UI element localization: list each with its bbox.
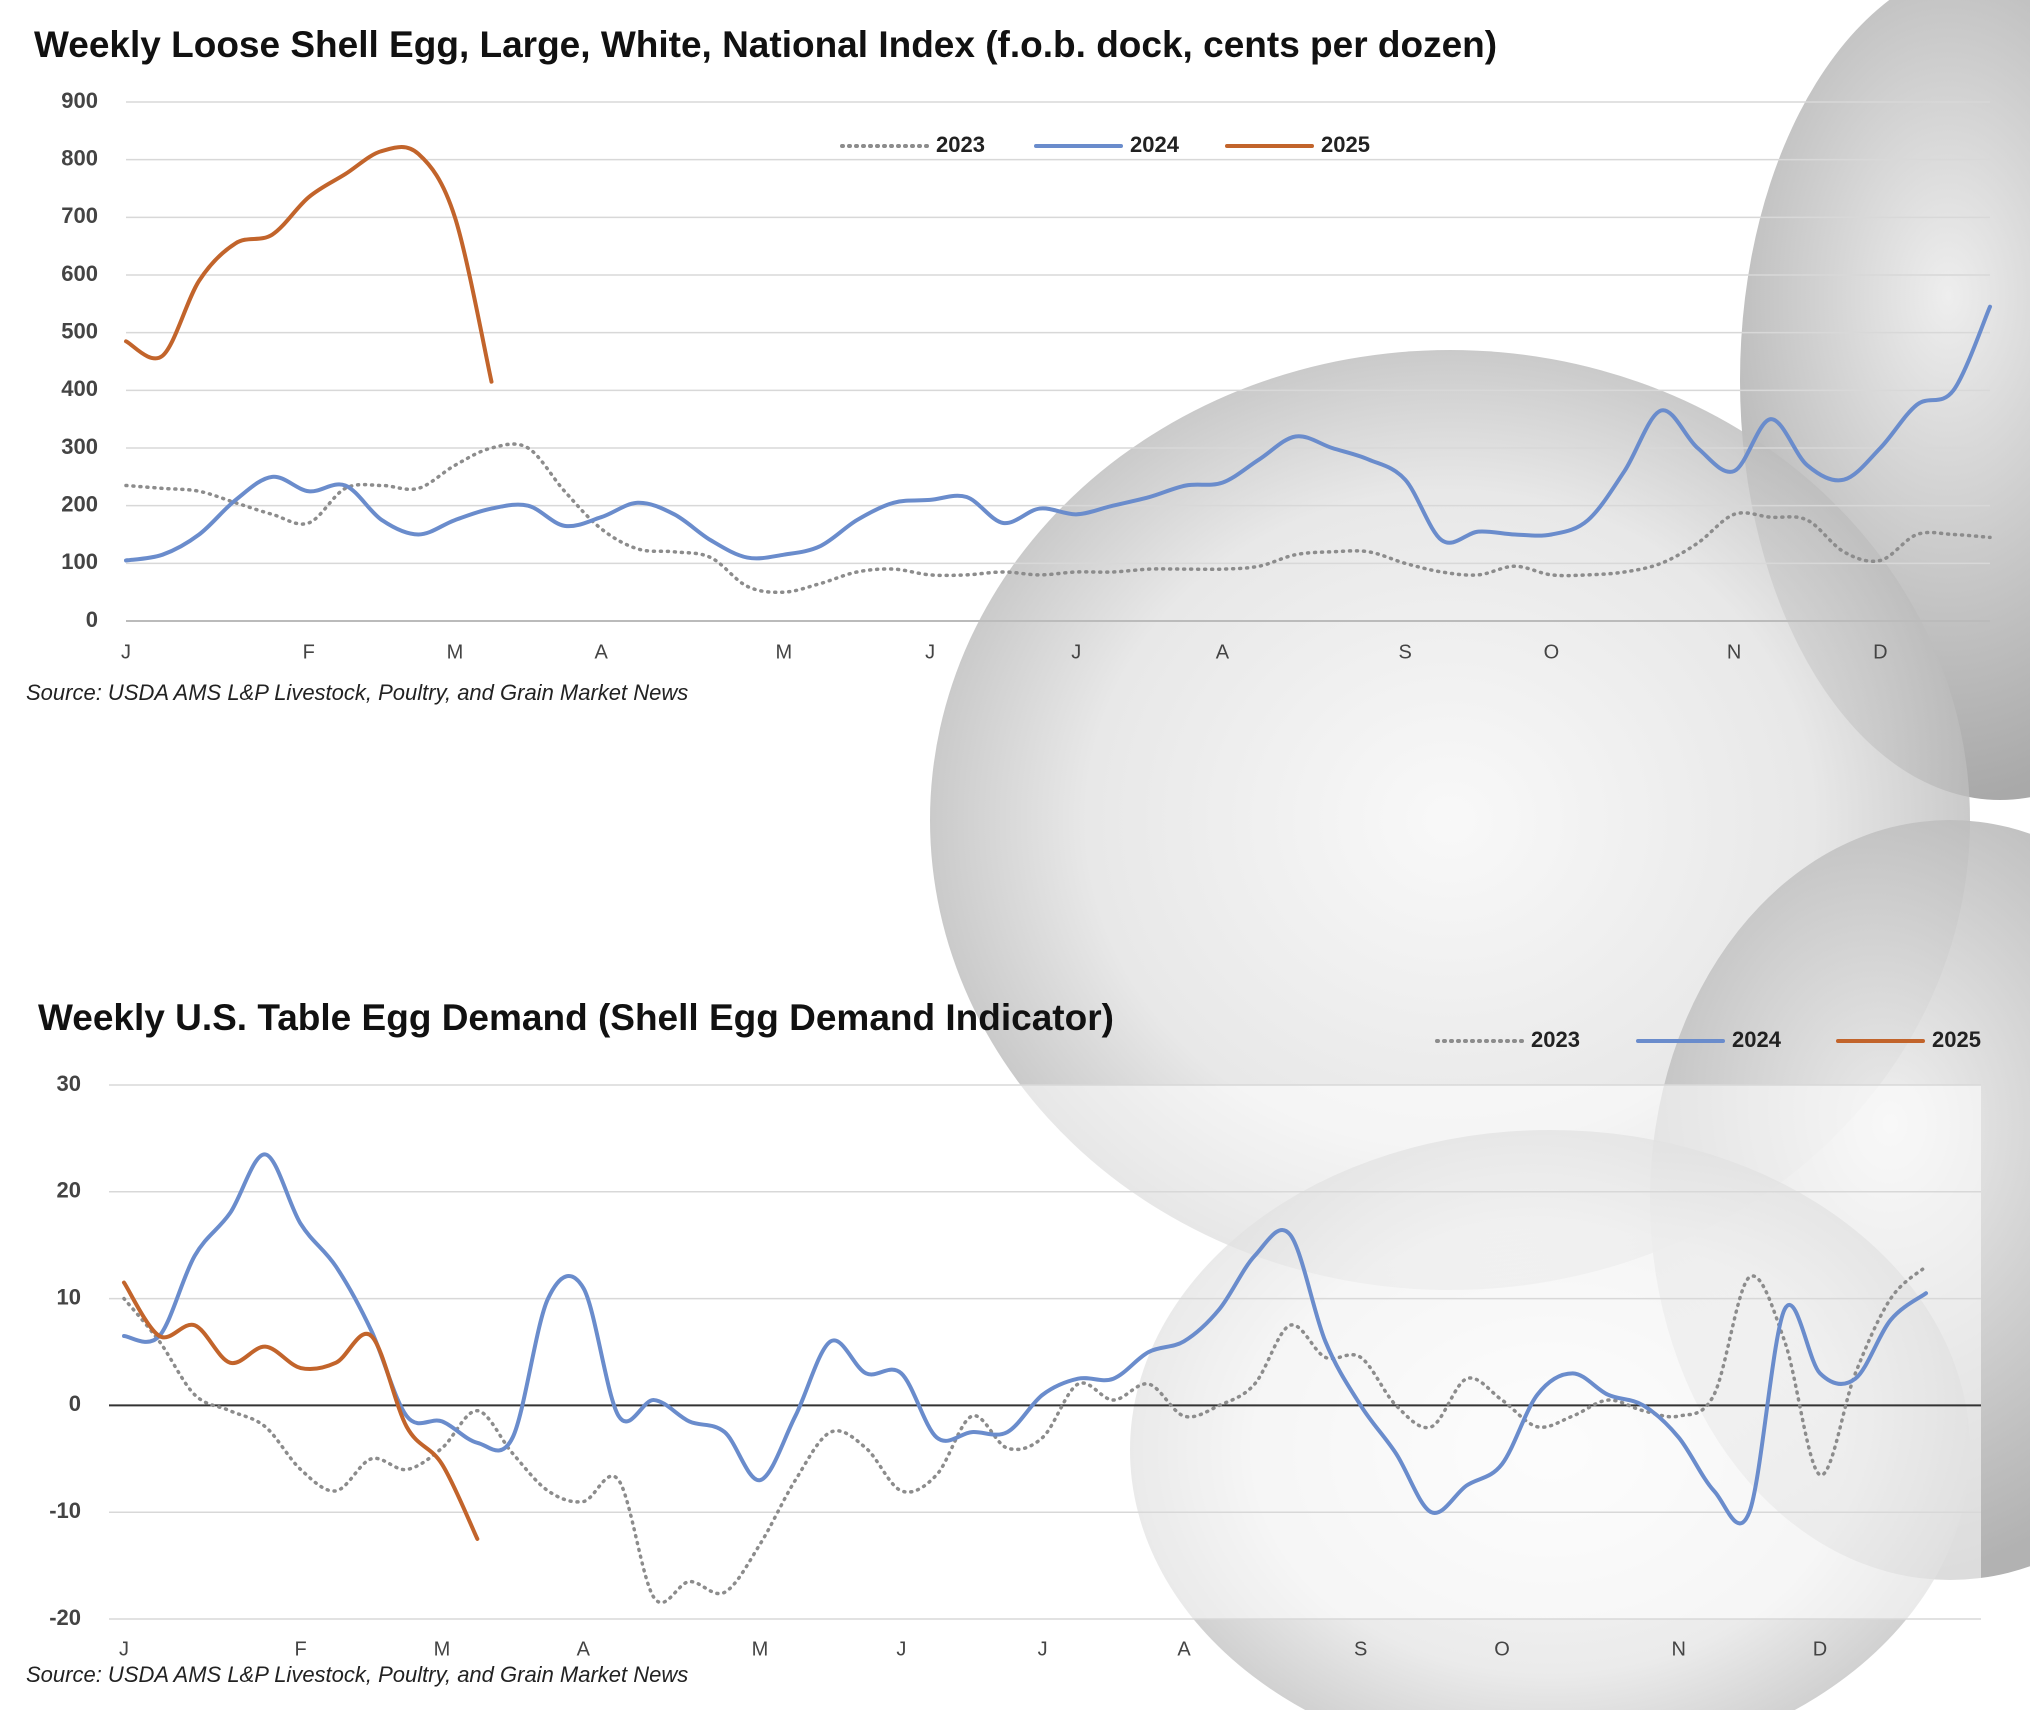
x-tick-label: D [1873,641,1887,663]
y-tick-label: 30 [57,1071,81,1096]
x-tick-label: A [577,1638,591,1660]
x-tick-label: A [1216,641,1230,663]
y-tick-label: 100 [61,549,98,574]
x-tick-label: J [119,1638,129,1660]
x-tick-label: N [1727,641,1741,663]
x-tick-label: D [1813,1638,1827,1660]
series-line [122,1280,480,1541]
chart-title: Weekly Loose Shell Egg, Large, White, Na… [34,24,1497,65]
y-tick-label: 700 [61,203,98,228]
x-tick-label: J [1038,1638,1048,1660]
series-line [122,1264,1928,1605]
x-tick-label: S [1399,641,1412,663]
x-tick-label: J [121,641,131,663]
source: Source: USDA AMS L&P Livestock, Poultry,… [26,680,688,705]
x-tick-label: M [447,641,464,663]
y-tick-label: 900 [61,88,98,113]
y-tick-label: 600 [61,261,98,286]
x-tick-label: S [1354,1638,1367,1660]
x-tick-label: J [925,641,935,663]
legend-label: 2024 [1130,132,1180,157]
plot-area [109,1085,1981,1619]
x-tick-label: M [434,1638,451,1660]
x-tick-label: F [303,641,315,663]
x-tick-label: A [1177,1638,1191,1660]
x-tick-label: M [752,1638,769,1660]
demand-chart: Weekly U.S. Table Egg Demand (Shell Egg … [26,997,1981,1687]
x-tick-label: F [295,1638,307,1660]
x-tick-label: N [1671,1638,1685,1660]
x-tick-label: J [896,1638,906,1660]
series-line [124,442,1992,595]
y-tick-label: -20 [49,1605,81,1630]
series-line [122,1152,1928,1526]
y-tick-label: 20 [57,1178,81,1203]
y-tick-label: 0 [86,607,98,632]
chart-title: Weekly U.S. Table Egg Demand (Shell Egg … [38,997,1114,1038]
series-line [124,145,494,384]
x-tick-label: O [1494,1638,1510,1660]
x-tick-label: J [1071,641,1081,663]
y-tick-label: 400 [61,376,98,401]
x-tick-label: O [1544,641,1560,663]
legend-label: 2024 [1732,1027,1782,1052]
x-tick-label: M [776,641,793,663]
y-tick-label: 300 [61,434,98,459]
series-line [124,304,1992,563]
y-tick-label: -10 [49,1498,81,1523]
y-tick-label: 800 [61,145,98,170]
x-tick-label: A [594,641,608,663]
y-tick-label: 10 [57,1284,81,1309]
legend-label: 2025 [1321,132,1370,157]
source: Source: USDA AMS L&P Livestock, Poultry,… [26,1662,688,1687]
legend-label: 2023 [936,132,985,157]
y-tick-label: 500 [61,318,98,343]
legend-label: 2025 [1932,1027,1981,1052]
price-chart: Weekly Loose Shell Egg, Large, White, Na… [26,24,1992,705]
y-tick-label: 0 [69,1391,81,1416]
y-tick-label: 200 [61,491,98,516]
legend-label: 2023 [1531,1027,1580,1052]
